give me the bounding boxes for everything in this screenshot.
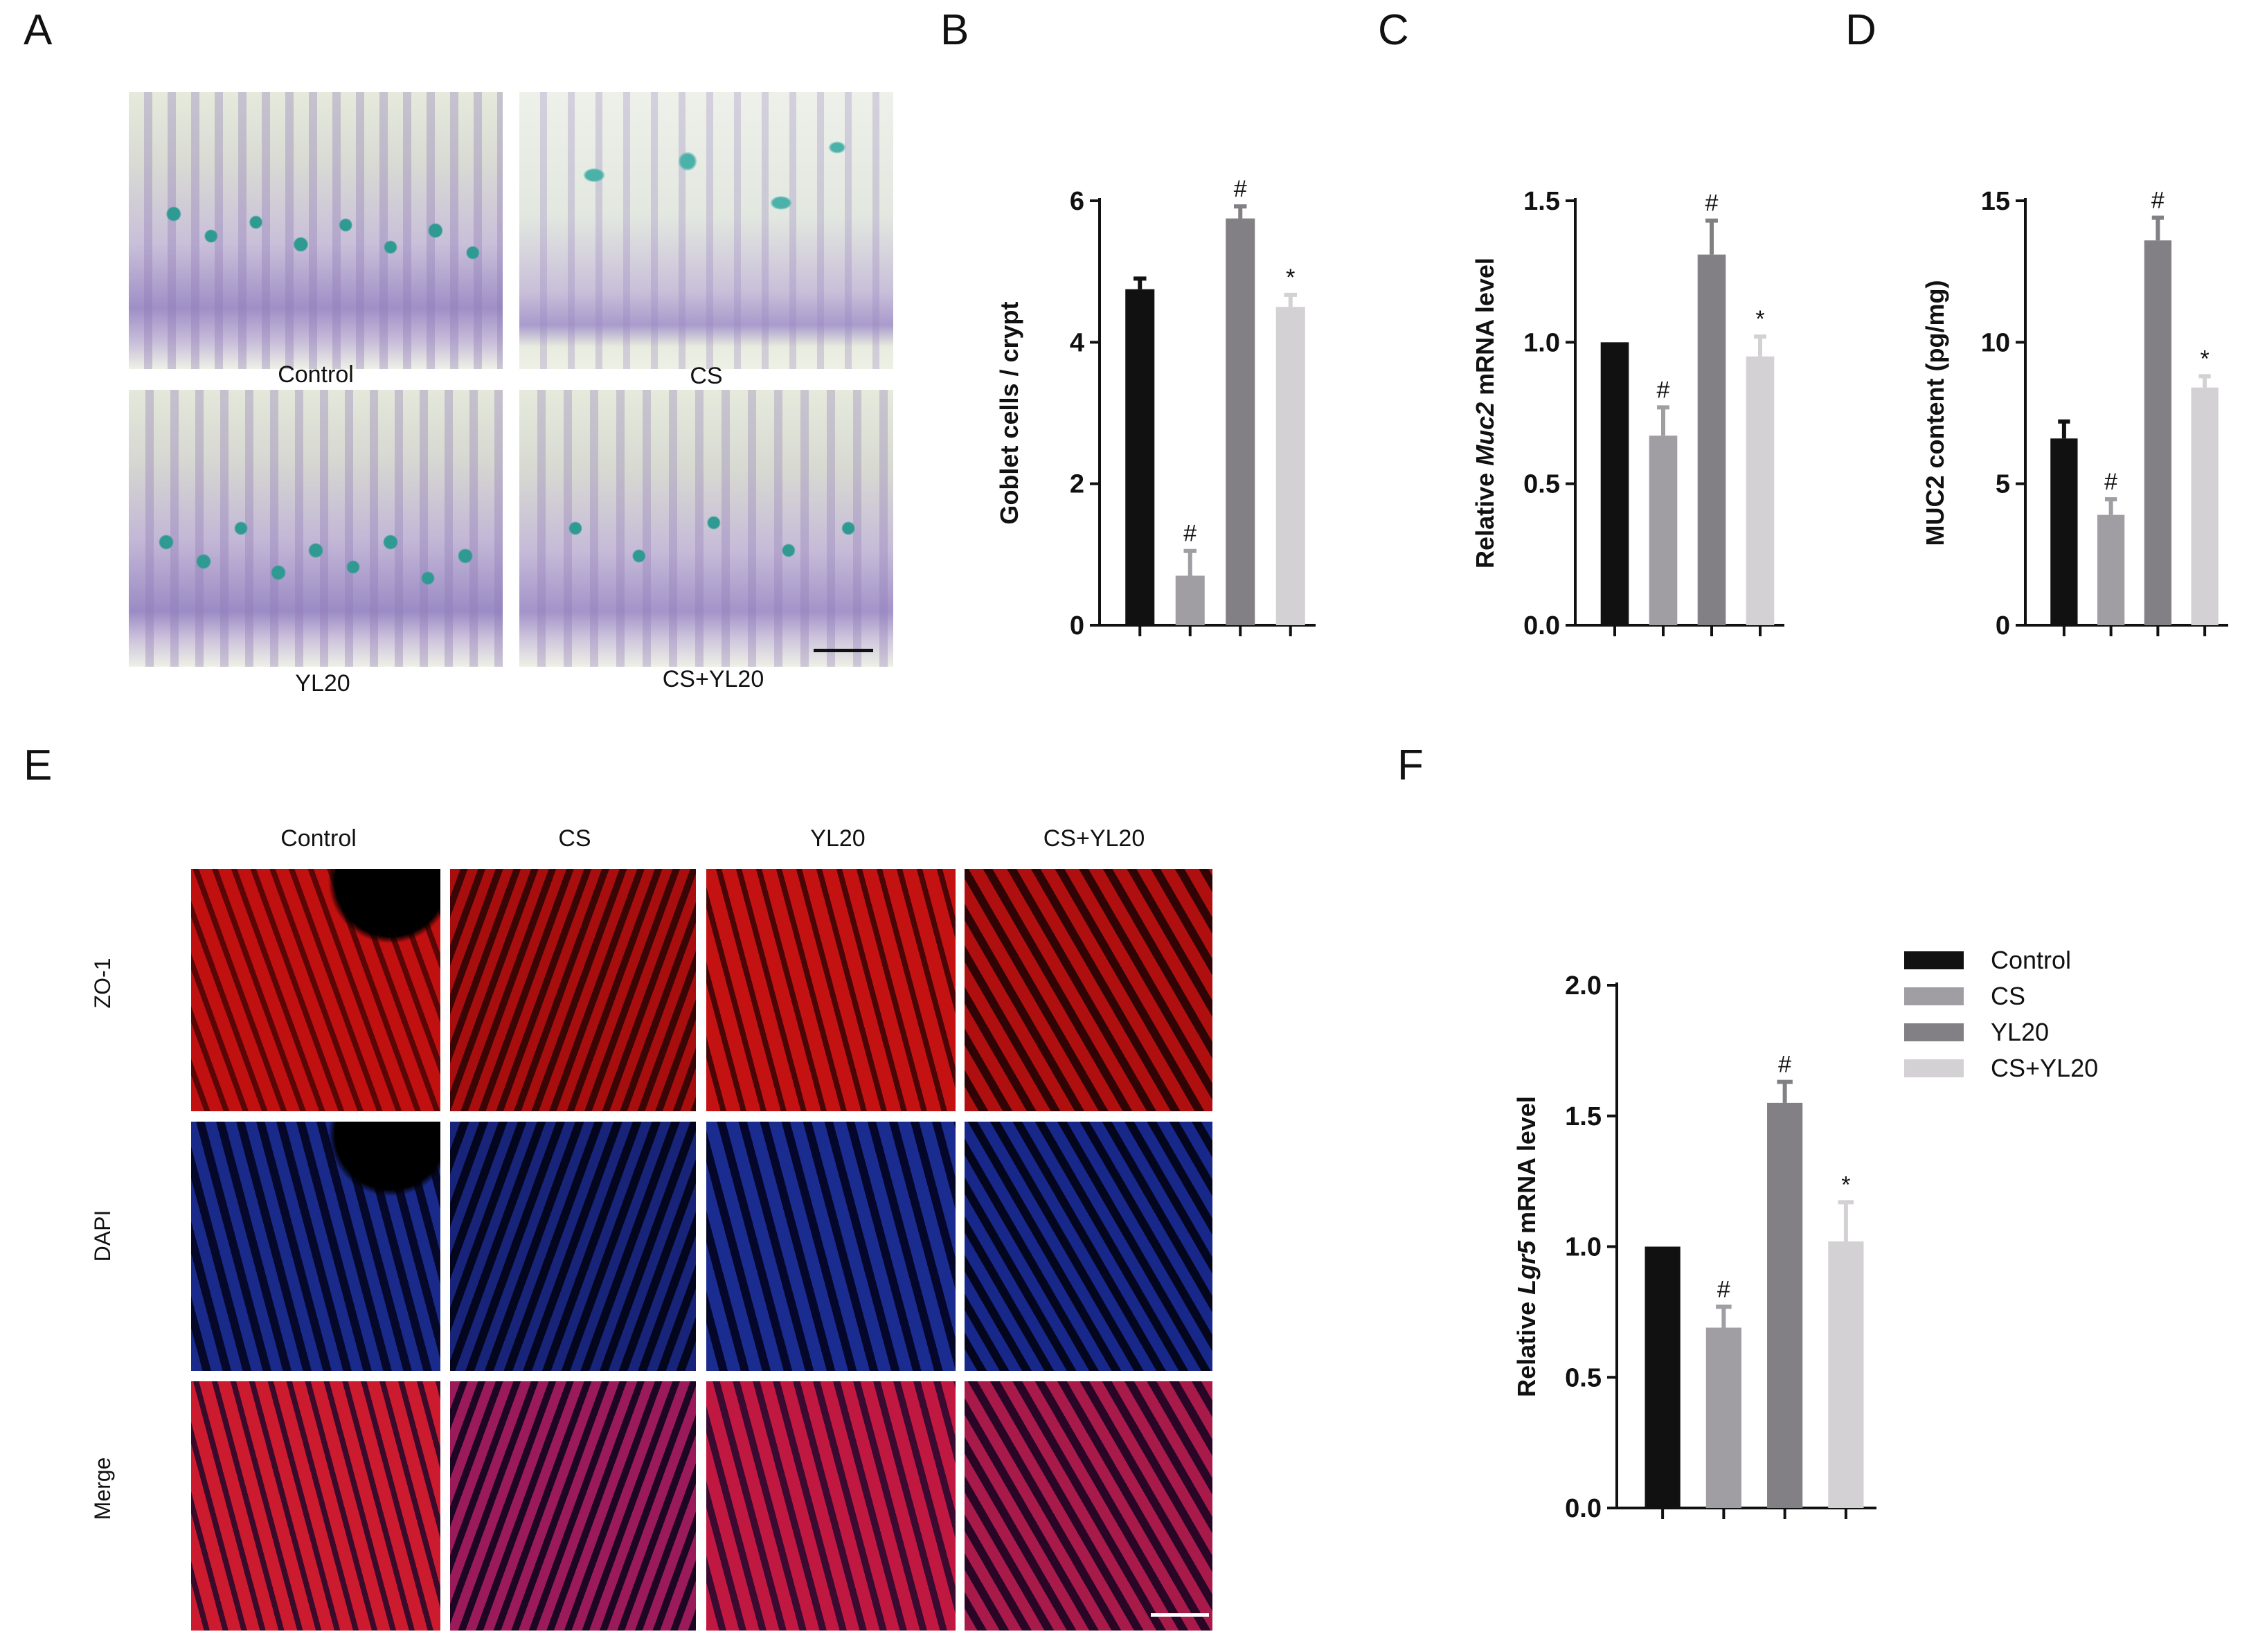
significance-mark: #	[1778, 1052, 1791, 1078]
scale-bar-a	[814, 649, 873, 652]
zo1-image-yl20	[706, 869, 956, 1111]
panel-letter-e: E	[24, 742, 53, 789]
y-axis-label: MUC2 content (pg/mg)	[1921, 280, 1949, 546]
legend-label-cs: CS	[1991, 982, 2026, 1010]
significance-mark: *	[1755, 306, 1764, 332]
bar-control	[1600, 342, 1629, 625]
bar-control	[1645, 1246, 1681, 1508]
histology-image-yl20	[129, 390, 503, 667]
y-tick-label: 0	[1070, 611, 1084, 640]
y-tick-label: 1.5	[1565, 1102, 1602, 1131]
y-axis-label: Goblet cells / crypt	[995, 301, 1023, 524]
panel-letter-c: C	[1378, 6, 1409, 54]
panel-letter-d: D	[1845, 6, 1876, 54]
zo1-image-control	[191, 869, 440, 1111]
histology-image-control	[129, 92, 503, 369]
y-tick-label: 15	[1981, 187, 2010, 216]
merge-image-cs-yl20	[965, 1381, 1212, 1631]
legend-label-control: Control	[1991, 946, 2072, 974]
dapi-image-control	[191, 1122, 440, 1371]
significance-mark: #	[2104, 469, 2117, 495]
column-header-cs: CS	[558, 825, 591, 852]
y-axis-label: Relative Lgr5 mRNA level	[1512, 1096, 1541, 1397]
bar-yl20	[1697, 254, 1726, 625]
panel-letter-f: F	[1397, 742, 1424, 789]
y-tick-label: 2	[1070, 470, 1084, 499]
zo1-image-cs	[450, 869, 696, 1111]
caption-control: Control	[278, 361, 354, 388]
caption-cs-yl20: CS+YL20	[662, 666, 764, 692]
significance-mark: *	[1286, 264, 1295, 291]
merge-image-cs	[450, 1381, 696, 1631]
bar-yl20	[1226, 218, 1255, 626]
legend-label-cs-yl20: CS+YL20	[1991, 1054, 2099, 1082]
scale-bar-e	[1151, 1613, 1209, 1617]
histology-image-cs-yl20	[519, 390, 893, 667]
histology-image-cs	[519, 92, 893, 369]
bar-cs-yl20	[1746, 356, 1775, 625]
column-header-yl20: YL20	[810, 825, 866, 852]
y-tick-label: 10	[1981, 328, 2010, 357]
bar-control	[2050, 438, 2078, 625]
y-tick-label: 0.5	[1565, 1363, 1602, 1392]
y-tick-label: 0.0	[1565, 1494, 1602, 1523]
caption-cs: CS	[690, 363, 723, 389]
legend-swatch-control	[1904, 951, 1964, 969]
panel-letter-a: A	[24, 6, 53, 54]
panel-letter-b: B	[940, 6, 969, 54]
significance-mark: *	[2201, 345, 2210, 372]
y-tick-label: 5	[1996, 470, 2010, 499]
significance-mark: *	[1841, 1171, 1850, 1198]
y-tick-label: 1.0	[1523, 328, 1560, 357]
caption-yl20: YL20	[295, 670, 350, 697]
bar-control	[1125, 289, 1155, 625]
bar-cs	[1705, 1327, 1741, 1508]
bar-cs-yl20	[1275, 307, 1305, 625]
y-tick-label: 0.5	[1523, 470, 1560, 499]
merge-image-control	[191, 1381, 440, 1631]
zo1-image-cs-yl20	[965, 869, 1212, 1111]
significance-mark: #	[1705, 190, 1719, 217]
column-header-cs-yl20: CS+YL20	[1043, 825, 1145, 852]
significance-mark: #	[1234, 176, 1247, 202]
bar-cs	[1649, 436, 1678, 625]
y-tick-label: 4	[1070, 328, 1084, 357]
y-tick-label: 0	[1996, 611, 2010, 640]
column-header-control: Control	[280, 825, 357, 852]
bar-cs	[1175, 575, 1205, 625]
bar-yl20	[1767, 1102, 1803, 1508]
y-tick-label: 1.0	[1565, 1233, 1602, 1262]
y-tick-label: 1.5	[1523, 187, 1560, 216]
y-tick-label: 0.0	[1523, 611, 1560, 640]
significance-mark: #	[1657, 377, 1670, 403]
significance-mark: #	[2151, 188, 2165, 214]
bar-cs-yl20	[2191, 387, 2219, 625]
y-tick-label: 2.0	[1565, 971, 1602, 1000]
bar-cs	[2097, 514, 2125, 625]
dapi-image-yl20	[706, 1122, 956, 1371]
dapi-image-cs-yl20	[965, 1122, 1212, 1371]
merge-image-yl20	[706, 1381, 956, 1631]
legend-swatch-yl20	[1904, 1023, 1964, 1041]
bar-yl20	[2144, 240, 2172, 625]
bar-cs-yl20	[1828, 1241, 1864, 1508]
y-tick-label: 6	[1070, 187, 1084, 216]
significance-mark: #	[1183, 521, 1197, 547]
legend-label-yl20: YL20	[1991, 1018, 2050, 1046]
dapi-image-cs	[450, 1122, 696, 1371]
legend-swatch-cs	[1904, 987, 1964, 1005]
y-axis-label: Relative Muc2 mRNA level	[1471, 258, 1499, 568]
significance-mark: #	[1717, 1276, 1730, 1302]
legend: Control CS YL20 CS+YL20	[1904, 946, 2195, 1091]
legend-swatch-cs-yl20	[1904, 1059, 1964, 1077]
